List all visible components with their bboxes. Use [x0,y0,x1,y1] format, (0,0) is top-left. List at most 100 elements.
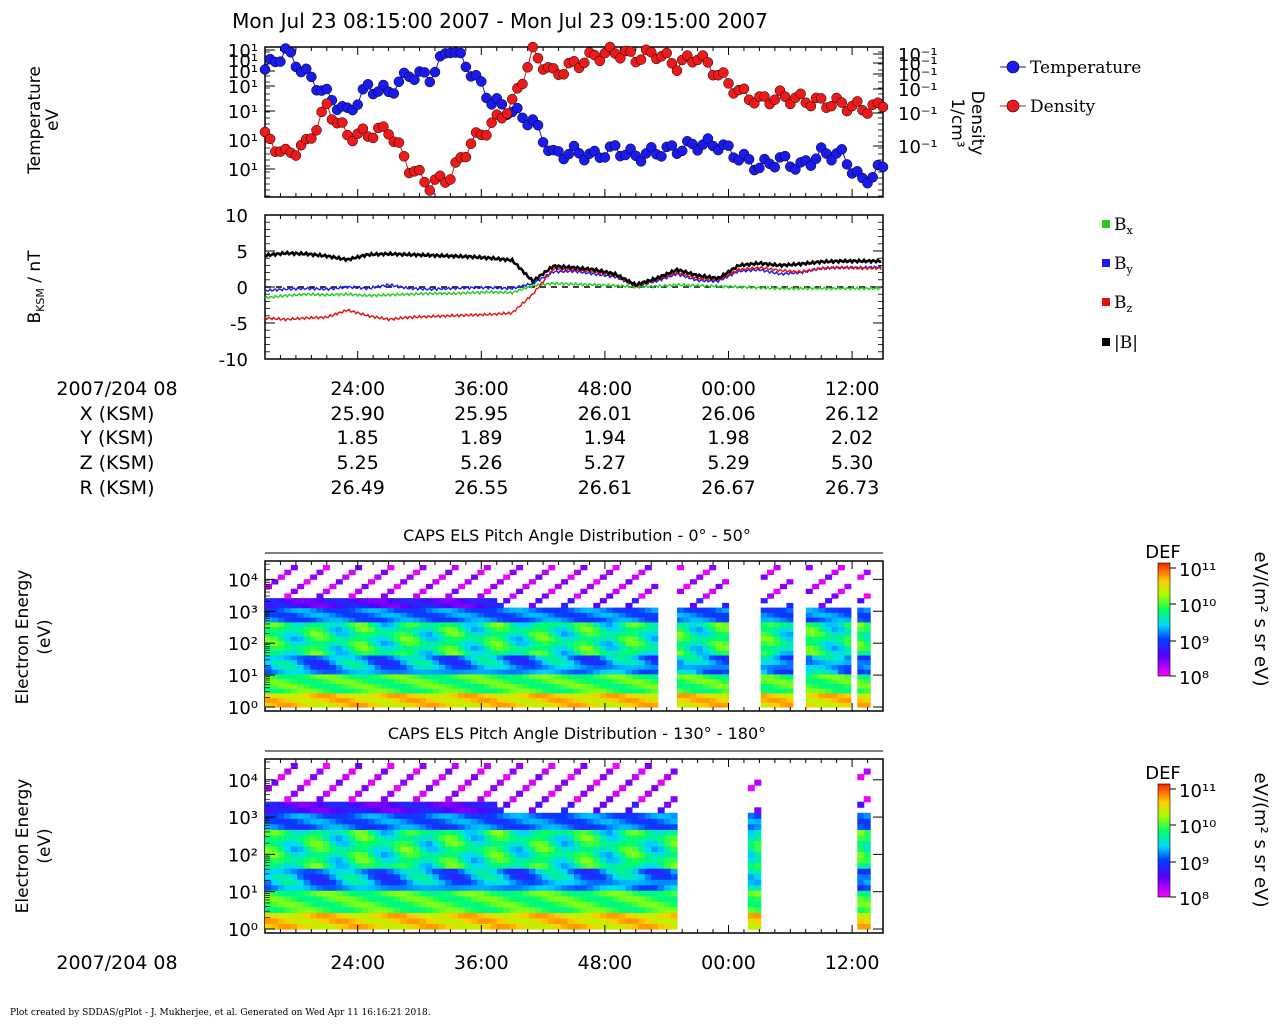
spectrogram-cell [496,879,504,886]
temperature-point [599,152,611,163]
spectrogram-cell [709,669,717,675]
spectrogram-cell [644,617,652,623]
spectrogram-cell [503,834,511,841]
spectrogram1-title: CAPS ELS Pitch Angle Distribution - 0° -… [403,526,751,545]
spectrogram-cell [722,607,730,613]
spectrogram-cell [715,636,723,642]
spectrogram-cell [329,626,337,632]
spectrogram-cell [619,846,627,853]
spectrogram-cell [425,840,433,847]
spectrogram-cell [496,612,504,618]
temperature-point [306,71,317,83]
spectrogram-cell [503,631,511,637]
spectrogram-cell [541,895,549,902]
spectrogram-cell [406,917,414,924]
spectrogram-cell [664,912,672,919]
spectrogram-cell [503,917,511,924]
spectrogram-cell [580,621,588,628]
spectrogram-cell [541,857,549,864]
spectrogram-cell [297,906,305,913]
spectrogram-cell [554,631,562,637]
spectrogram-cell [857,917,865,924]
spectrogram-cell [419,565,427,571]
spectrogram-cell [425,697,433,703]
b-tick-label: -10 [219,350,248,371]
spectrogram-cell [355,851,363,858]
spectrogram-cell [406,640,414,646]
spectrogram-cell [406,868,414,875]
spectrogram-cell [335,779,343,786]
spectrogram-cell [471,654,478,661]
spectrogram-cell [516,664,524,670]
spectrogram-cell [606,840,614,847]
spectrogram-cell [580,669,588,675]
spectrogram-cell [664,812,672,819]
spectrogram-cell [477,673,485,680]
spectrogram-cell [625,631,633,637]
spectrogram-cell [432,697,440,703]
spectrogram-cell [271,664,279,670]
spectrogram-cell [580,862,588,869]
colorbar-gradient [1157,562,1171,677]
spectrogram-cell [425,659,433,665]
spectrogram-cell [709,702,717,708]
spectrogram-cell [374,801,382,808]
spectrogram-cell [863,645,871,651]
spectrogram-cell [387,901,395,908]
spectrogram-cell [612,829,620,836]
spectrogram-cell [837,626,845,632]
spectrogram-cell [496,659,504,665]
spectrogram-cell [541,673,549,680]
spectrogram-cell [863,659,871,665]
spectrogram-cell [677,621,684,628]
spectrogram-cell [277,829,285,836]
spectrogram-cell [805,565,813,571]
spectrogram-cell [464,659,472,665]
spectrogram-cell [380,829,388,836]
spectrogram-cell [271,834,279,841]
spectrogram-cell [310,683,318,689]
spectrogram-cell [522,583,530,590]
spectrogram-cell [432,678,440,684]
spectrogram-cell [335,702,343,708]
spectrogram-cell [586,823,594,830]
spectrogram-cell [702,636,710,642]
spectrogram-cell [361,879,369,886]
spectrogram-cell [368,612,375,618]
spectrogram-cell [419,588,427,594]
spectrogram-cell [586,669,594,675]
spectrogram-cell [503,923,511,930]
spectrogram-cell [612,631,620,637]
spectrogram-cell [754,912,762,919]
spectrogram-cell [329,818,337,825]
spectrogram-cell [464,840,472,847]
spectrogram-cell [599,683,607,689]
spectrogram-cell [702,593,710,599]
spectrogram-cell [657,807,665,814]
spectrogram-cell [458,636,466,642]
spectrogram-cell [271,626,279,632]
spectrogram-cell [812,702,820,708]
spectrogram-cell [516,790,524,797]
spectrogram-cell [619,636,627,642]
spectrogram-cell [567,774,575,781]
spectrogram-cell [619,640,627,646]
spectrogram-cell [612,873,620,880]
spectrogram-cell [342,702,350,708]
spectrogram-cell [380,697,388,703]
spectrogram-cell [464,612,472,618]
spectrogram-cell [754,829,762,836]
spectrogram-cell [322,763,330,770]
spectrogram-cell [503,678,511,684]
spectrogram-cell [773,612,781,618]
spectrogram-cell [451,702,459,708]
spectrogram-cell [677,697,684,703]
spectrogram-cell [631,697,639,703]
spectrogram-cell [831,636,839,642]
spectrogram-cell [574,636,581,642]
spectrogram-cell [310,823,318,830]
spectrogram-cell [503,636,511,642]
spectrogram-cell [400,697,408,703]
spectrogram-cell [606,640,614,646]
